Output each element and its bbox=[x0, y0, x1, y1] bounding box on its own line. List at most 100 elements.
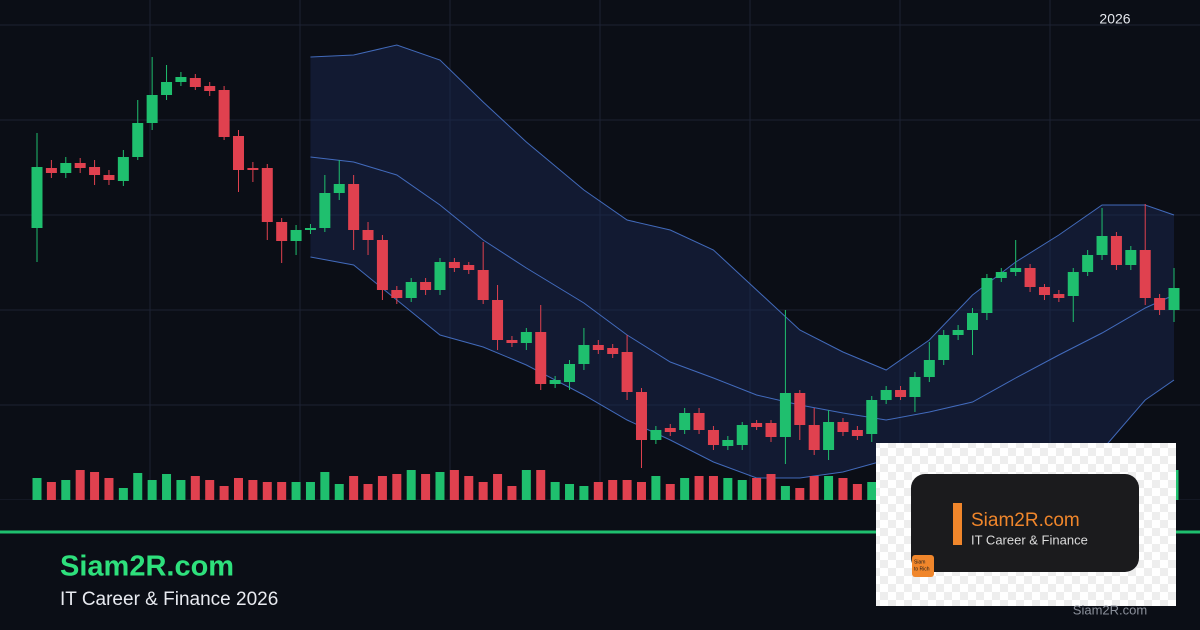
volume-bar bbox=[90, 472, 100, 500]
volume-bar bbox=[46, 482, 56, 500]
watermark-subtitle: IT Career & Finance bbox=[971, 532, 1088, 547]
candle-body bbox=[520, 332, 532, 343]
volume-bar bbox=[233, 478, 243, 500]
volume-bar bbox=[277, 482, 287, 500]
candle-body bbox=[362, 230, 374, 240]
candle-body bbox=[405, 282, 417, 298]
watermark-title: Siam2R.com bbox=[971, 510, 1080, 531]
volume-bar bbox=[809, 476, 819, 500]
candle-body bbox=[765, 423, 777, 437]
volume-bar bbox=[147, 480, 157, 500]
candle-body bbox=[650, 430, 662, 440]
volume-bar bbox=[349, 476, 359, 500]
candle-body bbox=[1154, 298, 1166, 310]
candle-body bbox=[290, 230, 302, 241]
candle-body bbox=[448, 262, 460, 268]
year: 2026 bbox=[1099, 11, 1130, 27]
candle-body bbox=[1168, 288, 1180, 310]
volume-bar bbox=[824, 476, 834, 500]
candle-body bbox=[1125, 250, 1137, 265]
volume-bar bbox=[565, 484, 575, 500]
credit: Siam2R.com bbox=[1073, 602, 1147, 617]
candle-body bbox=[31, 167, 43, 228]
candle-body bbox=[304, 228, 316, 230]
volume-bar bbox=[795, 488, 805, 500]
candle-body bbox=[175, 77, 187, 82]
volume-bar bbox=[550, 482, 560, 500]
candle-body bbox=[204, 86, 216, 91]
candle-body bbox=[707, 430, 719, 445]
volume-bar bbox=[780, 486, 790, 500]
candle-body bbox=[276, 222, 288, 241]
candle-body bbox=[189, 78, 201, 87]
volume-bar bbox=[363, 484, 373, 500]
volume-bar bbox=[464, 476, 474, 500]
candle-body bbox=[117, 157, 129, 181]
candle-body bbox=[722, 440, 734, 446]
candle-body bbox=[247, 168, 259, 170]
volume-bar bbox=[838, 478, 848, 500]
candle-body bbox=[751, 423, 763, 427]
volume-bar bbox=[536, 470, 546, 500]
volume-bar bbox=[593, 482, 603, 500]
volume-bar bbox=[190, 476, 200, 500]
candle-body bbox=[420, 282, 432, 290]
tagline: IT Career & Finance 2026 bbox=[60, 589, 278, 610]
volume-bar bbox=[118, 488, 128, 500]
candle-body bbox=[679, 413, 691, 430]
volume-bar bbox=[406, 470, 416, 500]
candle-body bbox=[1053, 294, 1065, 298]
candle-body bbox=[319, 193, 331, 228]
candle-body bbox=[837, 422, 849, 432]
candle-body bbox=[1110, 236, 1122, 265]
candle-body bbox=[60, 163, 72, 173]
volume-bar bbox=[32, 478, 42, 500]
candle-body bbox=[463, 265, 475, 270]
candle-body bbox=[823, 422, 835, 450]
volume-bar bbox=[75, 470, 85, 500]
volume-bar bbox=[651, 476, 661, 500]
candle-body bbox=[1024, 268, 1036, 287]
volume-bar bbox=[665, 484, 675, 500]
volume-bar bbox=[421, 474, 431, 500]
volume-bar bbox=[248, 480, 258, 500]
candle-body bbox=[89, 167, 101, 175]
candle-body bbox=[592, 345, 604, 350]
candle-body bbox=[880, 390, 892, 400]
volume-bar bbox=[867, 482, 877, 500]
volume-bar bbox=[162, 474, 172, 500]
band-fill bbox=[310, 45, 1174, 478]
candle-body bbox=[132, 123, 144, 157]
candle-body bbox=[621, 352, 633, 392]
candle-body bbox=[261, 168, 273, 222]
volume-bar bbox=[435, 472, 445, 500]
candle-body bbox=[535, 332, 547, 384]
volume-bar bbox=[219, 486, 229, 500]
candle-body bbox=[981, 278, 993, 313]
volume-bar bbox=[852, 484, 862, 500]
candle-body bbox=[45, 168, 57, 173]
candle-body bbox=[1067, 272, 1079, 296]
candle-body bbox=[434, 262, 446, 290]
volume-bar bbox=[262, 482, 272, 500]
logo-line: Siam bbox=[914, 559, 925, 565]
volume-bar bbox=[521, 470, 531, 500]
volume-bar bbox=[478, 482, 488, 500]
volume-bar bbox=[392, 474, 402, 500]
volume-bar bbox=[636, 482, 646, 500]
band-line bbox=[310, 156, 1175, 421]
candle-body bbox=[218, 90, 230, 137]
site-name: Siam2R.com bbox=[60, 551, 234, 583]
volume-bar bbox=[176, 480, 186, 500]
candle-body bbox=[1038, 287, 1050, 295]
volume-bar bbox=[752, 478, 762, 500]
candle-body bbox=[564, 364, 576, 382]
candle-body bbox=[952, 330, 964, 335]
volume-bar bbox=[493, 474, 503, 500]
candle-body bbox=[578, 345, 590, 364]
candle-body bbox=[794, 393, 806, 425]
logo bbox=[912, 555, 934, 577]
candle-body bbox=[923, 360, 935, 377]
volume-bar bbox=[680, 478, 690, 500]
